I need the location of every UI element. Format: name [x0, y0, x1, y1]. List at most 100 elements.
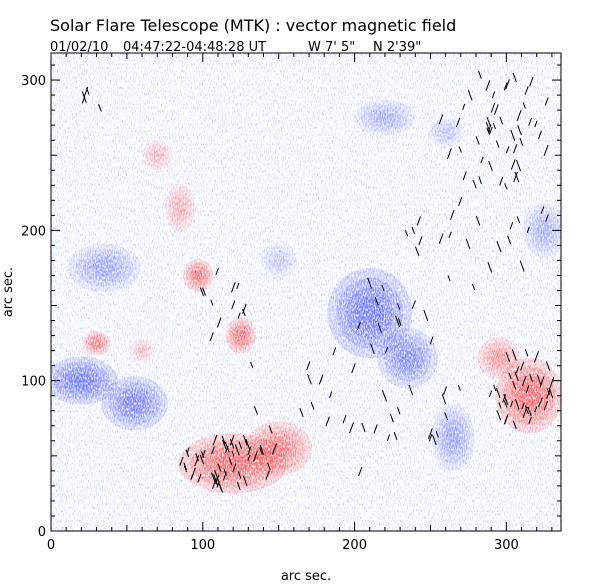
y-tick-label: 200 — [21, 224, 46, 239]
field-vector — [524, 405, 529, 415]
field-vector — [86, 87, 90, 95]
field-vector — [516, 159, 522, 172]
negative-field-region-2-layer-3 — [91, 259, 117, 277]
field-vector — [268, 425, 273, 434]
field-vector — [373, 424, 378, 434]
field-vector — [183, 462, 187, 471]
y-axis: 0 100 200 300 — [21, 64, 561, 540]
field-vector — [212, 434, 218, 446]
field-vector — [404, 229, 409, 237]
field-vector — [202, 449, 206, 458]
field-vector — [444, 412, 448, 421]
field-vector — [538, 397, 543, 408]
field-vector — [190, 474, 194, 480]
field-vector — [524, 349, 529, 357]
x-tick-label: 0 — [47, 538, 55, 553]
field-vector — [503, 82, 508, 91]
positive-field-region-15-layer-3 — [193, 269, 204, 282]
negative-field-region-7-layer-3 — [537, 221, 552, 240]
field-vector — [488, 160, 493, 171]
field-vector — [448, 231, 452, 239]
field-vector — [210, 299, 214, 306]
field-vector — [485, 80, 491, 91]
field-vector — [229, 438, 235, 449]
field-vector — [254, 406, 258, 415]
field-vector — [225, 445, 229, 453]
field-vector — [528, 416, 532, 424]
field-vector — [525, 385, 530, 394]
field-vector — [228, 457, 233, 466]
x-tick-label: 300 — [494, 538, 519, 553]
x-tick-label: 100 — [190, 538, 215, 553]
field-vector — [546, 388, 550, 395]
observation-time: 04:47:22-04:48:28 UT — [123, 40, 266, 55]
field-vector — [216, 317, 222, 328]
field-vector — [438, 114, 444, 125]
field-vector — [534, 120, 538, 128]
field-vector — [462, 103, 466, 110]
field-vector — [236, 282, 240, 290]
field-vector — [397, 318, 402, 326]
positive-field-region-13-layer-3 — [491, 350, 506, 366]
field-vector — [450, 209, 455, 220]
field-vector — [521, 375, 527, 387]
field-vector — [98, 104, 102, 112]
y-tick-label: 0 — [38, 525, 46, 540]
field-vector — [307, 373, 312, 385]
field-vector — [411, 300, 416, 309]
field-vector — [397, 407, 401, 415]
field-vector — [213, 474, 219, 486]
field-vector — [259, 444, 265, 455]
field-vector — [438, 233, 444, 244]
field-vector — [351, 363, 356, 374]
field-vector — [505, 352, 510, 362]
field-vector — [457, 384, 461, 391]
field-vector — [543, 400, 549, 411]
field-vector — [237, 471, 242, 479]
positive-field-region-14-layer-3 — [235, 329, 246, 342]
field-vector — [310, 401, 315, 410]
field-vector — [418, 236, 423, 246]
field-vector — [489, 126, 493, 135]
field-vector — [492, 123, 496, 130]
field-vector — [493, 384, 497, 392]
x-axis: 0 100 200 300 — [47, 53, 553, 553]
field-vector — [411, 226, 415, 234]
field-vector — [238, 441, 243, 450]
field-vector — [234, 444, 240, 456]
field-vector — [231, 300, 236, 310]
field-vector — [253, 451, 258, 462]
field-vector — [370, 343, 375, 355]
negative-field-region-1-layer-3 — [123, 394, 146, 413]
x-axis-label: arc sec. — [281, 569, 331, 584]
plot-frame — [50, 52, 562, 532]
field-vector — [237, 312, 241, 319]
plot-area — [51, 53, 561, 531]
observation-date: 01/02/10 — [50, 40, 108, 55]
negative-field-region-0-layer-3 — [68, 372, 94, 389]
field-vector — [455, 117, 461, 128]
field-vector — [236, 482, 241, 490]
negative-field-region-6-layer-3 — [374, 111, 396, 124]
field-vector — [529, 76, 534, 87]
field-vector — [545, 361, 551, 371]
field-vector — [428, 433, 433, 442]
field-vector — [265, 470, 270, 480]
field-vector — [496, 241, 502, 253]
field-vector — [475, 136, 480, 145]
field-vector — [505, 79, 510, 90]
field-vector — [214, 469, 220, 482]
field-vector — [416, 216, 421, 226]
field-vector — [199, 287, 204, 297]
field-vector — [538, 130, 542, 140]
field-vector — [513, 171, 518, 182]
positive-field-region-10-layer-3 — [214, 453, 252, 474]
field-vector — [510, 400, 514, 408]
field-vector — [267, 462, 271, 471]
field-vector — [486, 117, 491, 126]
positive-field-region-16-layer-3 — [91, 339, 102, 348]
field-vector — [544, 97, 549, 106]
field-vector — [536, 374, 542, 386]
field-vector — [507, 235, 512, 245]
field-vector — [526, 226, 530, 233]
